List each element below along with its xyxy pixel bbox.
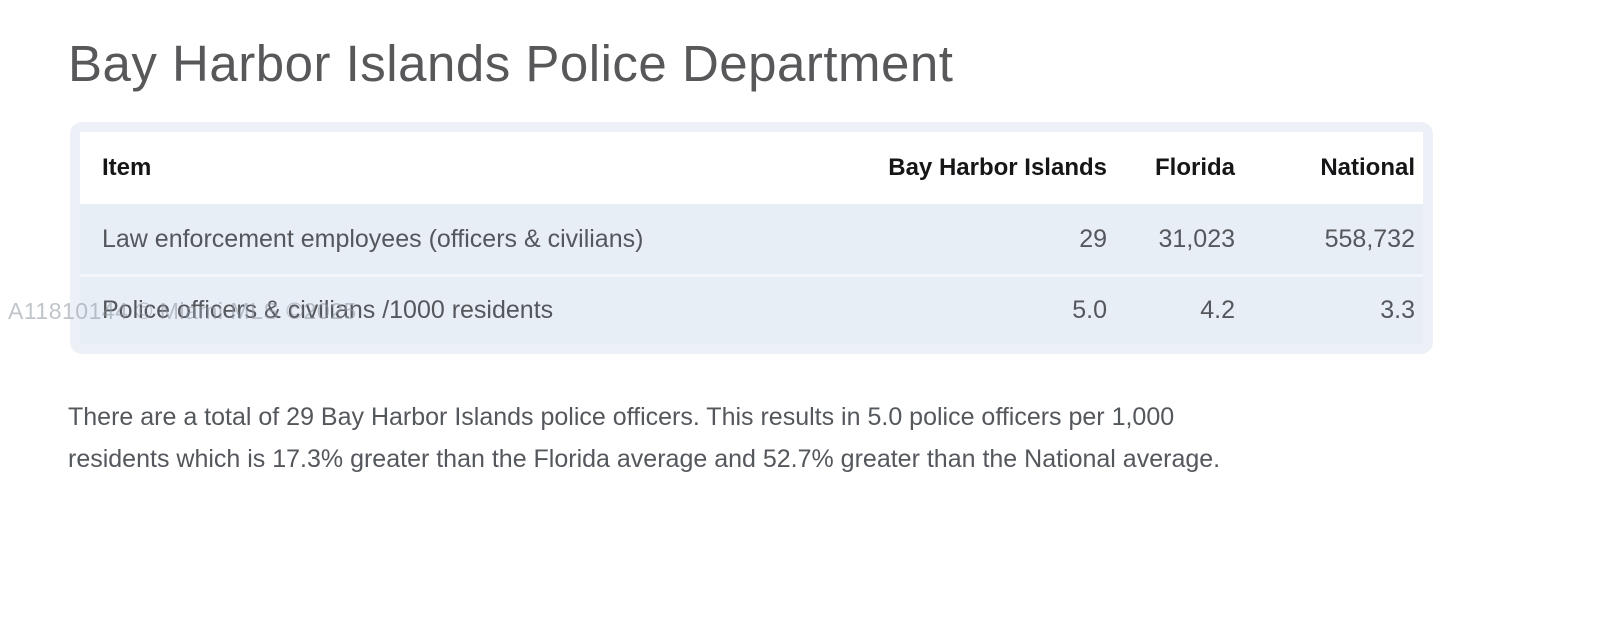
police-stats-table: Item Bay Harbor Islands Florida National… [80, 132, 1423, 344]
police-stats-card: Item Bay Harbor Islands Florida National… [70, 122, 1433, 354]
summary-line-2: residents which is 17.3% greater than th… [68, 445, 1221, 473]
summary-paragraph: There are a total of 29 Bay Harbor Islan… [68, 396, 1428, 480]
row-item-label: Police officers & civilians /1000 reside… [80, 274, 860, 344]
row-item-label: Law enforcement employees (officers & ci… [80, 204, 860, 274]
row-value-florida: 31,023 [1115, 204, 1243, 274]
table-row: Law enforcement employees (officers & ci… [80, 204, 1423, 274]
table-header-row: Item Bay Harbor Islands Florida National [80, 132, 1423, 204]
row-value-bay-harbor-islands: 29 [860, 204, 1115, 274]
summary-line-1: There are a total of 29 Bay Harbor Islan… [68, 403, 1175, 431]
row-value-bay-harbor-islands: 5.0 [860, 274, 1115, 344]
page-title: Bay Harbor Islands Police Department [68, 35, 954, 92]
column-header-item: Item [80, 132, 860, 204]
column-header-national: National [1243, 132, 1423, 204]
column-header-bay-harbor-islands: Bay Harbor Islands [860, 132, 1115, 204]
row-value-national: 3.3 [1243, 274, 1423, 344]
row-value-national: 558,732 [1243, 204, 1423, 274]
row-value-florida: 4.2 [1115, 274, 1243, 344]
column-header-florida: Florida [1115, 132, 1243, 204]
table-row: Police officers & civilians /1000 reside… [80, 274, 1423, 344]
